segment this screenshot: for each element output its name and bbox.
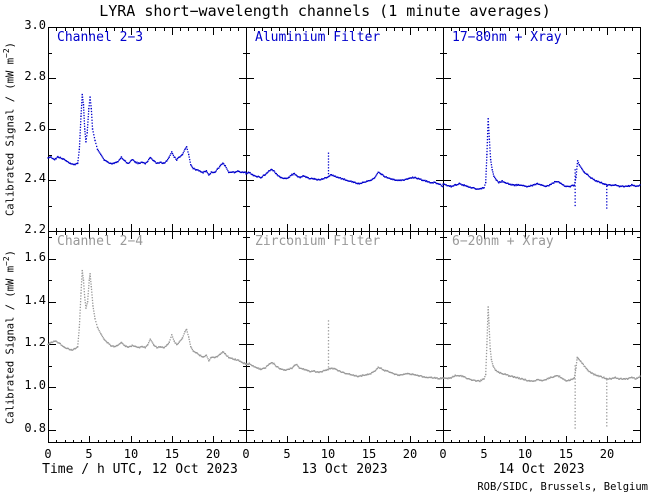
x-tick-label: 5 bbox=[85, 447, 93, 461]
x-tick-label: 10 bbox=[517, 447, 533, 461]
x-axis-caption: Time / h UTC, 12 Oct 2023 bbox=[42, 462, 238, 477]
x-tick-label: 5 bbox=[480, 447, 488, 461]
panel-label: Channel 2−3 bbox=[57, 30, 144, 45]
y-tick-label: 1.0 bbox=[24, 378, 46, 392]
y-tick-label: 2.6 bbox=[24, 120, 46, 134]
credit-text: ROB/SIDC, Brussels, Belgium bbox=[477, 481, 648, 493]
chart-title: LYRA short−wavelength channels (1 minute… bbox=[99, 2, 551, 20]
y-axis-title-superscript: −2 bbox=[2, 48, 11, 58]
y-tick-label: 2.8 bbox=[24, 69, 46, 83]
x-tick-label: 20 bbox=[599, 447, 615, 461]
panel-label: 6−20nm + Xray bbox=[452, 234, 554, 249]
panel-label: 17−80nm + Xray bbox=[452, 30, 562, 45]
x-tick-label: 20 bbox=[205, 447, 221, 461]
panel-label: Aluminium Filter bbox=[255, 30, 381, 45]
x-axis-caption: 14 Oct 2023 bbox=[498, 462, 585, 477]
y-tick-label: 2.2 bbox=[24, 222, 46, 236]
x-tick-label: 20 bbox=[402, 447, 418, 461]
x-tick-label: 10 bbox=[123, 447, 139, 461]
x-tick-label: 0 bbox=[44, 447, 52, 461]
panel-label: Channel 2−4 bbox=[57, 234, 144, 249]
x-tick-label: 15 bbox=[558, 447, 574, 461]
y-tick-label: 1.6 bbox=[24, 250, 46, 264]
x-tick-label: 0 bbox=[242, 447, 250, 461]
x-tick-label: 15 bbox=[361, 447, 377, 461]
x-axis-caption: 13 Oct 2023 bbox=[301, 462, 388, 477]
y-axis-title-superscript: −2 bbox=[2, 256, 11, 266]
y-axis-title-close: ) bbox=[4, 42, 17, 49]
x-tick-label: 15 bbox=[164, 447, 180, 461]
y-tick-label: 3.0 bbox=[24, 18, 46, 32]
x-tick-label: 5 bbox=[283, 447, 291, 461]
y-tick-label: 1.4 bbox=[24, 293, 46, 307]
y-tick-label: 0.8 bbox=[24, 421, 46, 435]
y-tick-label: 1.2 bbox=[24, 335, 46, 349]
x-tick-label: 10 bbox=[320, 447, 336, 461]
panel-label: Zirconium Filter bbox=[255, 234, 381, 249]
x-tick-label: 0 bbox=[439, 447, 447, 461]
y-tick-label: 2.4 bbox=[24, 171, 46, 185]
